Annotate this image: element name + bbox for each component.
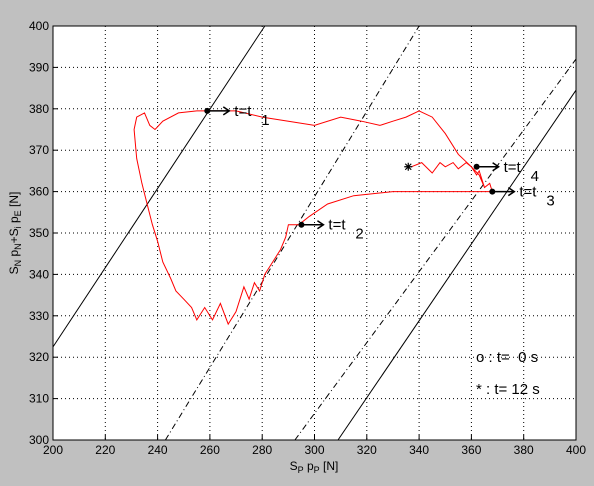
marker-label: t=t [519, 184, 537, 201]
y-tick-label: 400 [29, 19, 49, 33]
axis-label-part: S [7, 266, 21, 274]
marker-label: t=t [328, 217, 346, 234]
x-tick-label: 360 [461, 443, 481, 457]
y-axis-label: SN pN+Si pE [N] [7, 192, 23, 275]
y-tick-label: 350 [29, 226, 49, 240]
x-tick-label: 220 [95, 443, 115, 457]
x-tick-label: 260 [200, 443, 220, 457]
y-tick-label: 370 [29, 143, 49, 157]
arrow [207, 106, 231, 116]
axis-label-part: N [13, 243, 23, 250]
x-tick-label: 380 [514, 443, 534, 457]
arrow [492, 186, 516, 197]
marker-label: t=t [504, 159, 522, 176]
series-line [164, 25, 420, 441]
note: o : t= 0 s [476, 349, 538, 366]
x-axis-label: SP pP [N] [290, 459, 339, 475]
start-star [404, 162, 413, 171]
y-tick-label: 320 [29, 350, 49, 364]
x-tick-label: 200 [43, 443, 63, 457]
x-tick-label: 320 [357, 443, 377, 457]
marker-label: t=t [234, 103, 252, 120]
y-tick-label: 340 [29, 267, 49, 281]
series-line [337, 89, 577, 441]
axis-label-part: p [304, 459, 314, 473]
axis-label-part: N [13, 260, 23, 267]
marker-subscript: 2 [355, 226, 363, 243]
series-line [294, 58, 577, 441]
axis-label-part: +S [7, 228, 21, 243]
marker-subscript: 4 [531, 168, 539, 185]
axis-label-part: P [298, 465, 304, 475]
axis-label-part: P [314, 465, 320, 475]
axis-label-part: p [7, 216, 21, 226]
note: * : t= 12 s [476, 381, 540, 398]
axis-label-part: [N] [320, 459, 339, 473]
marker-subscript: 3 [546, 193, 554, 210]
axis-label-part: S [290, 459, 298, 473]
arrow [476, 162, 500, 172]
y-tick-label: 300 [29, 433, 49, 447]
y-tick-label: 380 [29, 102, 49, 116]
y-tick-label: 310 [29, 392, 49, 406]
series-line [52, 25, 266, 348]
y-tick-label: 390 [29, 60, 49, 74]
axis-label-part: p [7, 250, 21, 260]
arrow [301, 220, 325, 230]
x-tick-label: 340 [409, 443, 429, 457]
x-tick-label: 300 [304, 443, 324, 457]
axis-label-part: [N] [7, 192, 21, 211]
axes-box [52, 25, 577, 441]
x-tick-label: 280 [252, 443, 272, 457]
series-line [133, 110, 493, 326]
y-tick-label: 360 [29, 185, 49, 199]
y-tick-label: 330 [29, 309, 49, 323]
axis-label-part: i [13, 226, 23, 228]
axis-label-part: E [13, 210, 23, 216]
x-tick-label: 400 [566, 443, 586, 457]
marker-subscript: 1 [261, 112, 269, 129]
x-tick-label: 240 [148, 443, 168, 457]
